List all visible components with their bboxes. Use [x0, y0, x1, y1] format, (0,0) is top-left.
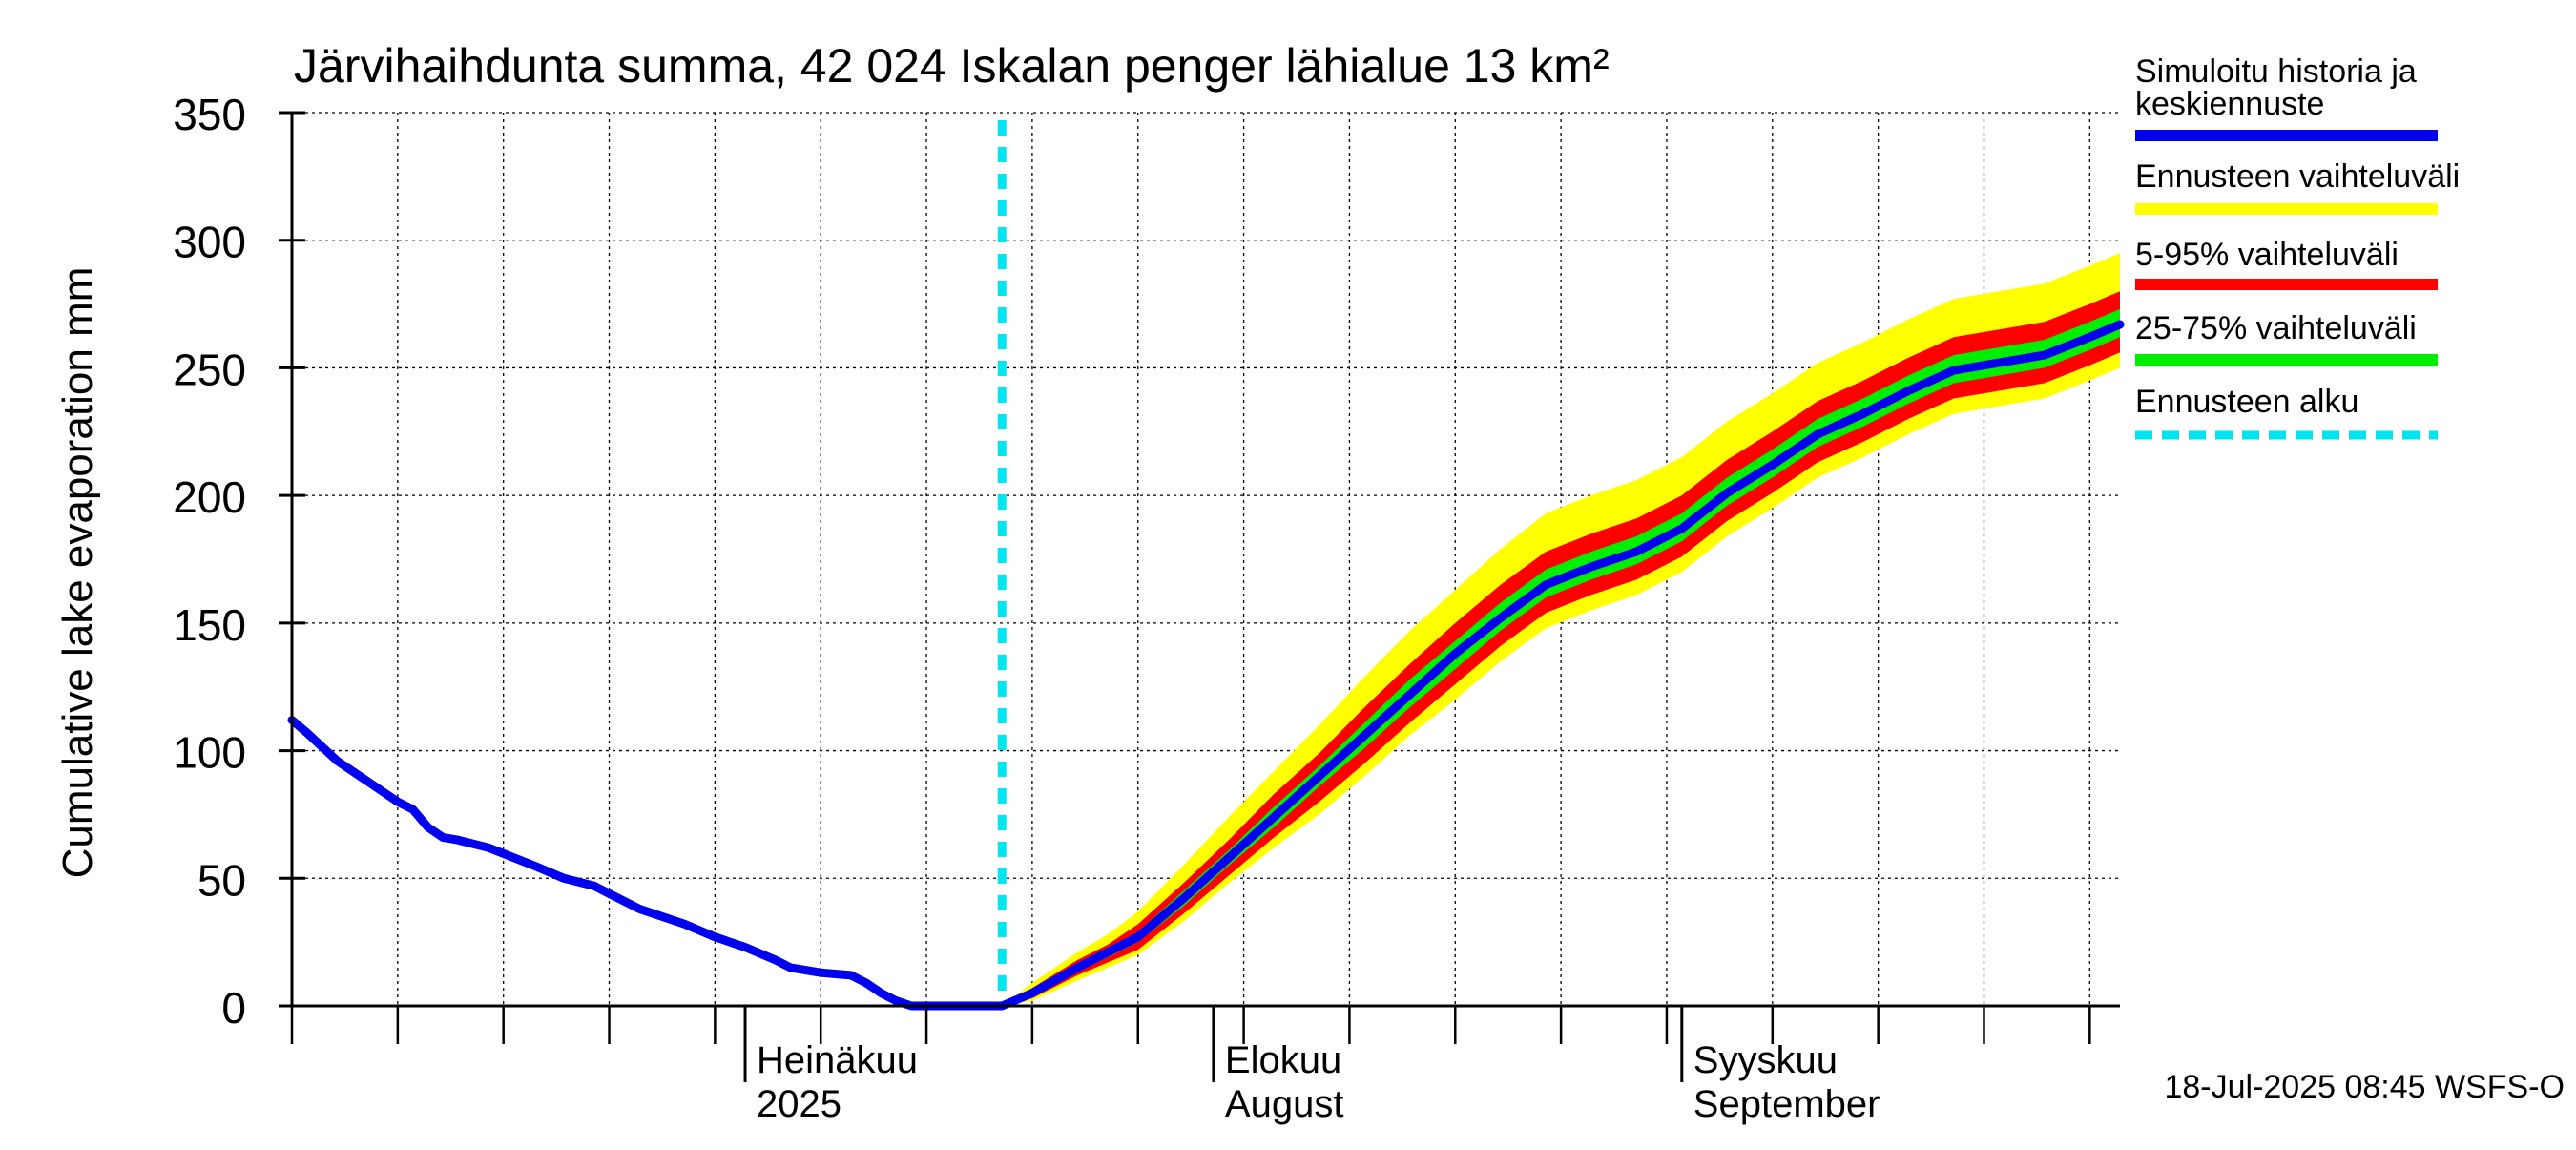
y-tick-label: 50: [197, 855, 246, 905]
forecast-bands: [1002, 253, 2120, 1007]
x-month-label: Syyskuu: [1693, 1039, 1838, 1081]
band-5-95: [1002, 291, 2120, 1006]
x-month-sublabel: August: [1225, 1083, 1344, 1125]
y-tick-label: 200: [173, 472, 246, 522]
legend-label: 25-75% vaihteluväli: [2135, 310, 2417, 346]
y-tick-label: 0: [221, 983, 246, 1033]
y-tick-label: 250: [173, 345, 246, 394]
legend-label: Simuloitu historia ja: [2135, 53, 2417, 90]
x-month-sublabel: 2025: [757, 1083, 841, 1125]
y-tick-label: 150: [173, 600, 246, 650]
x-month-label: Elokuu: [1225, 1039, 1341, 1081]
y-tick-label: 300: [173, 218, 246, 267]
legend-label: 5-95% vaihteluväli: [2135, 237, 2399, 273]
y-tick-label: 350: [173, 90, 246, 139]
axes: [279, 111, 2120, 1082]
footer-timestamp: 18-Jul-2025 08:45 WSFS-O: [2164, 1069, 2565, 1105]
chart-title: Järvihaihdunta summa, 42 024 Iskalan pen…: [294, 39, 1610, 93]
x-month-label: Heinäkuu: [757, 1039, 918, 1081]
y-axis-label: Cumulative lake evaporation mm: [54, 267, 101, 879]
legend-label: Ennusteen vaihteluväli: [2135, 158, 2460, 195]
legend-label-continued: keskiennuste: [2135, 86, 2324, 122]
legend-label: Ennusteen alku: [2135, 384, 2358, 420]
x-month-sublabel: September: [1693, 1083, 1880, 1125]
y-tick-label: 100: [173, 728, 246, 778]
